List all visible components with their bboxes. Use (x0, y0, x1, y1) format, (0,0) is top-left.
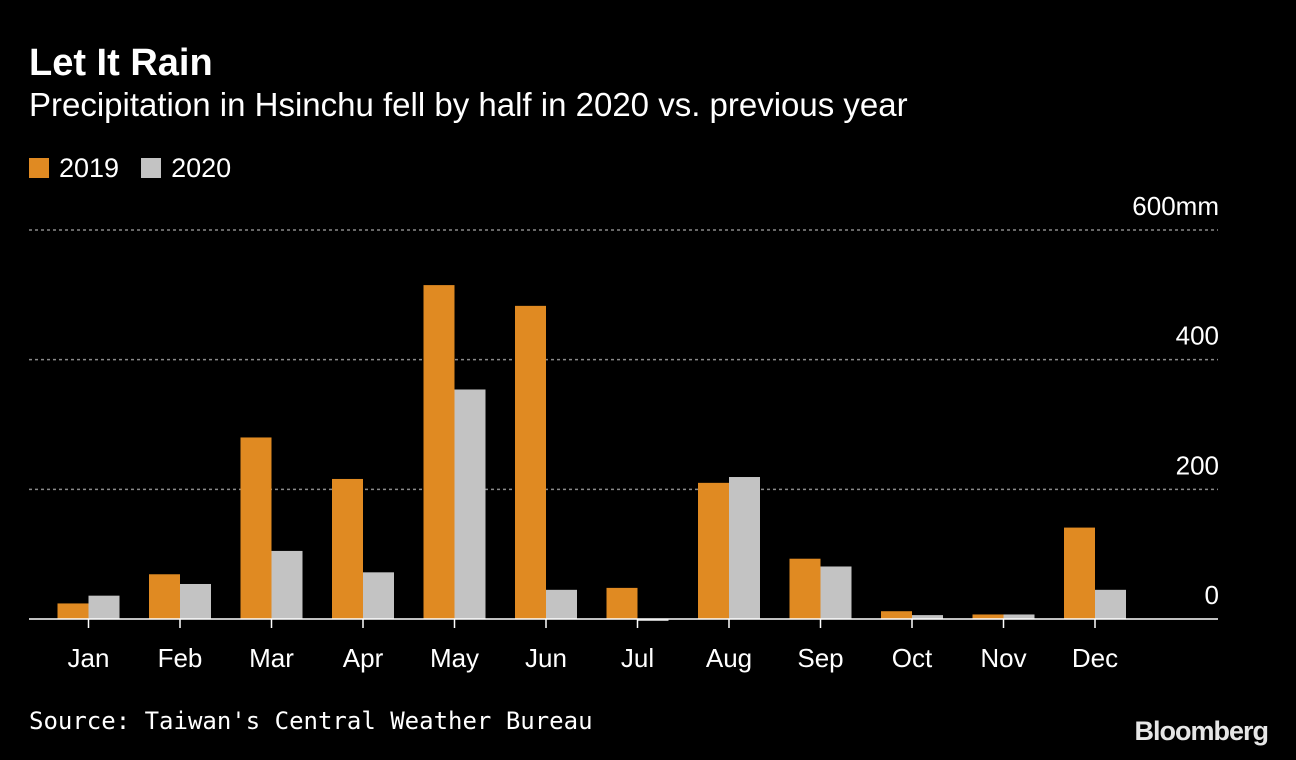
bar-2020-jul (637, 619, 669, 621)
chart-title: Let It Rain (29, 42, 213, 84)
x-tick-label-aug: Aug (706, 643, 752, 673)
y-tick-label-0: 0 (1205, 580, 1219, 610)
bar-2020-oct (912, 615, 943, 619)
x-tick-label-dec: Dec (1072, 643, 1118, 673)
x-tick-label-feb: Feb (158, 643, 203, 673)
bars-layer (57, 285, 1126, 621)
x-tick-label-jun: Jun (525, 643, 567, 673)
bar-2020-mar (271, 550, 303, 619)
x-tick-label-mar: Mar (249, 643, 294, 673)
bar-2019-sep (789, 558, 821, 619)
bar-2020-apr (363, 572, 394, 619)
x-tick-label-apr: Apr (343, 643, 384, 673)
bar-2019-dec (1064, 527, 1095, 619)
x-tick-label-sep: Sep (797, 643, 843, 673)
bar-2020-may (454, 389, 486, 619)
grid-layer (29, 229, 1218, 491)
labels-layer: 0 200 400 600mm Jan Feb Mar Apr May Jun Jul Aug Sep O… (68, 191, 1219, 673)
x-tick-label-jan: Jan (68, 643, 110, 673)
legend-item-2019: 2019 (29, 153, 119, 184)
legend-item-2020: 2020 (141, 153, 231, 184)
bar-2019-apr (332, 478, 363, 619)
legend-label-2019: 2019 (59, 152, 120, 183)
legend-label-2020: 2020 (171, 152, 232, 183)
bloomberg-logo: Bloomberg (1134, 716, 1269, 746)
legend-swatch-2019 (29, 158, 49, 178)
legend: 2019 2020 (29, 151, 253, 185)
bar-2020-dec (1095, 589, 1126, 619)
bar-2019-mar (240, 437, 272, 619)
bar-chart: 0 200 400 600mm Jan Feb Mar Apr May Jun Jul Aug Sep O… (29, 191, 1219, 673)
bar-2019-jul (606, 587, 638, 619)
bar-2019-may (423, 285, 455, 619)
source-note: Source: Taiwan's Central Weather Bureau (29, 707, 593, 735)
bar-2020-jun (546, 589, 577, 619)
bar-2020-sep (820, 566, 852, 619)
bar-2019-nov (972, 614, 1004, 619)
bar-2019-oct (881, 611, 912, 619)
x-tick-label-jul: Jul (621, 643, 654, 673)
x-tick-label-may: May (430, 643, 479, 673)
axis-layer (29, 618, 1218, 628)
bar-2020-feb (180, 583, 211, 619)
legend-swatch-2020 (141, 158, 162, 178)
y-tick-label-600: 600mm (1132, 191, 1219, 221)
bar-2019-jun (515, 305, 546, 619)
bar-2019-feb (149, 574, 180, 619)
bar-2019-jan (57, 603, 89, 619)
bar-2020-aug (729, 477, 760, 619)
y-tick-label-200: 200 (1176, 450, 1219, 480)
x-tick-label-oct: Oct (892, 643, 933, 673)
chart-subtitle: Precipitation in Hsinchu fell by half in… (29, 86, 908, 123)
bar-2020-nov (1003, 614, 1035, 619)
bar-2019-aug (698, 482, 729, 619)
x-tick-label-nov: Nov (980, 643, 1026, 673)
bar-2020-jan (88, 595, 120, 619)
y-tick-label-400: 400 (1176, 321, 1219, 351)
